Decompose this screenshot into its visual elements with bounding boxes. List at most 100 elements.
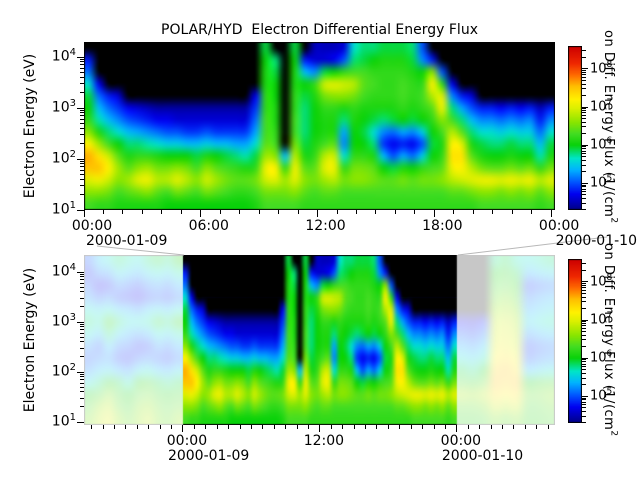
y-minor-tick [80, 115, 84, 117]
y-minor-tick [80, 178, 84, 180]
colorbar-minor-tick [582, 118, 586, 119]
colorbar-minor-tick [582, 285, 586, 287]
x-tick [490, 425, 492, 429]
y-minor-tick [80, 297, 84, 299]
y-tick [77, 158, 84, 160]
x-tick [182, 425, 184, 432]
y-minor-tick [80, 173, 84, 175]
x-tick [250, 425, 252, 429]
x-tick-label: 12:00 [303, 433, 345, 449]
y-minor-tick [80, 122, 84, 124]
colorbar-minor-tick [582, 133, 586, 135]
y-minor-tick [80, 336, 84, 338]
colorbar-tick-label: 107 [590, 98, 613, 115]
y-minor-tick [80, 185, 84, 187]
x-tick [219, 210, 221, 214]
colorbar-minor-tick [582, 325, 586, 327]
x-tick [433, 210, 435, 217]
colorbar-minor-tick [582, 74, 586, 76]
x-tick [307, 425, 309, 429]
y-minor-tick [80, 382, 84, 384]
x-tick-label: 12:00 [305, 218, 346, 234]
x-tick [319, 425, 321, 432]
y-minor-tick [80, 92, 84, 94]
x-date-label: 2000-01-10 [441, 448, 524, 464]
x-tick [410, 425, 412, 429]
colorbar-minor-tick [582, 121, 586, 123]
colorbar-minor-tick [582, 401, 586, 403]
colorbar-tick [582, 182, 588, 184]
x-tick [91, 425, 93, 429]
colorbar-minor-tick [582, 108, 586, 110]
colorbar-tick [582, 68, 588, 70]
y-minor-tick [80, 273, 84, 275]
x-tick [148, 425, 150, 429]
colorbar-minor-tick [582, 126, 586, 128]
colorbar-minor-tick [582, 148, 586, 150]
y-minor-tick [80, 67, 84, 69]
x-tick [422, 425, 424, 429]
y-tick [77, 371, 84, 373]
x-tick [353, 425, 355, 429]
colorbar-minor-tick [582, 83, 586, 85]
colorbar-minor-tick [582, 72, 586, 74]
y-minor-tick [80, 386, 84, 388]
x-tick-label: 00:00 [440, 433, 482, 449]
colorbar-minor-tick [582, 346, 586, 348]
y-minor-tick [80, 134, 84, 136]
y-minor-tick [80, 291, 84, 293]
x-tick-label: 00:00 [71, 218, 113, 234]
x-tick [336, 210, 338, 214]
colorbar-minor-tick [582, 327, 586, 329]
y-tick-label: 101 [51, 412, 76, 430]
x-tick [136, 425, 138, 429]
y-minor-tick [80, 143, 84, 145]
x-tick [262, 425, 264, 429]
y-minor-tick [80, 127, 84, 129]
y-axis-label-bottom: Electron Energy (eV) [22, 267, 38, 413]
colorbar-minor-tick [582, 156, 586, 158]
y-minor-tick [80, 169, 84, 171]
x-date-label: 2000-01-09 [86, 233, 168, 249]
colorbar-minor-tick [582, 112, 586, 114]
colorbar-minor-tick [582, 50, 586, 52]
x-tick [193, 425, 195, 429]
x-tick [296, 425, 298, 429]
y-minor-tick [80, 329, 84, 331]
y-minor-tick [80, 163, 84, 165]
bottom-colorbar [568, 259, 582, 423]
x-tick [200, 210, 202, 217]
colorbar-tick-label: 106 [590, 136, 613, 153]
x-tick [511, 210, 513, 214]
x-tick [278, 210, 280, 214]
colorbar-tick [582, 319, 588, 321]
colorbar-tick [582, 281, 588, 283]
x-tick [394, 210, 396, 214]
x-date-label: 2000-01-10 [555, 233, 637, 249]
x-tick [524, 425, 526, 429]
x-tick [161, 210, 163, 214]
colorbar-minor-tick [582, 366, 586, 368]
top-colorbar [568, 46, 582, 210]
x-tick [159, 425, 161, 429]
colorbar-minor-tick [582, 415, 586, 417]
x-tick [273, 425, 275, 429]
x-tick [317, 210, 319, 217]
x-tick [125, 425, 127, 429]
y-tick-label: 102 [51, 362, 76, 380]
x-tick [228, 425, 230, 429]
x-tick [502, 425, 503, 429]
top-colorbar-unit-label: on Diff. Energy Flux (1/(cm2 [601, 30, 619, 224]
y-minor-tick [80, 276, 84, 278]
colorbar-minor-tick [582, 202, 586, 204]
colorbar-tick-label: 108 [590, 59, 613, 77]
x-tick [492, 210, 494, 214]
y-axis-label-top: Electron Energy (eV) [22, 53, 38, 199]
x-tick [536, 425, 538, 429]
x-tick [113, 425, 115, 429]
colorbar-tick-label: 105 [590, 387, 613, 404]
colorbar-minor-tick [582, 301, 586, 303]
colorbar-tick [582, 144, 588, 146]
x-tick-label: 06:00 [188, 218, 229, 234]
colorbar-tick [582, 395, 588, 397]
